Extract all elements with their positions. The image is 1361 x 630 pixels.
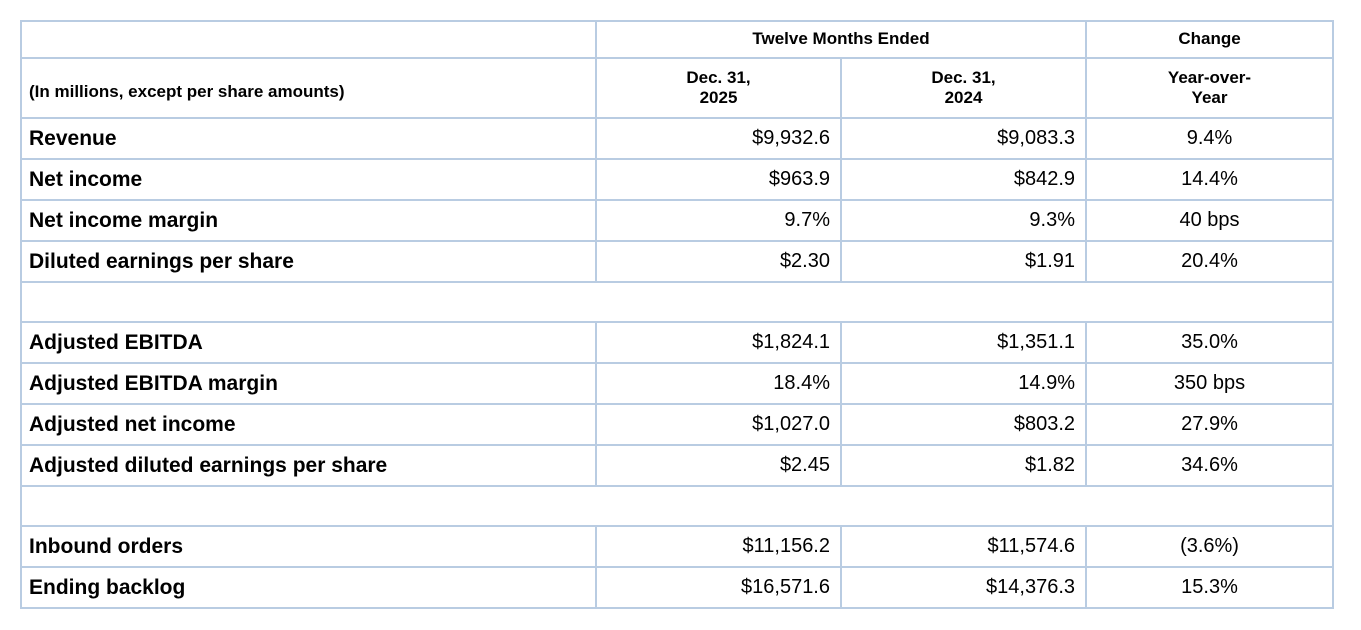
metric-label: Adjusted diluted earnings per share xyxy=(20,444,597,487)
value-2024: $1.91 xyxy=(839,240,1088,283)
header-row-group: Twelve Months Ended Change xyxy=(20,20,1335,59)
value-2025: $11,156.2 xyxy=(595,525,842,568)
value-change: 35.0% xyxy=(1085,321,1335,364)
metric-label: Adjusted EBITDA margin xyxy=(20,362,597,405)
financial-summary-table: Twelve Months Ended Change (In millions,… xyxy=(19,20,1335,609)
value-2025: $2.30 xyxy=(595,240,842,283)
table-row-inbound-orders: Inbound orders $11,156.2 $11,574.6 (3.6%… xyxy=(20,525,1335,568)
value-2025: $1,824.1 xyxy=(595,321,842,364)
value-change: 14.4% xyxy=(1085,158,1335,201)
value-2024: $9,083.3 xyxy=(839,117,1088,160)
metric-label: Net income margin xyxy=(20,199,597,242)
metric-label: Ending backlog xyxy=(20,566,597,609)
value-2024: $1.82 xyxy=(839,444,1088,487)
metric-label: Adjusted EBITDA xyxy=(20,321,597,364)
value-2024: 14.9% xyxy=(839,362,1088,405)
period-2025-header: Dec. 31, 2025 xyxy=(595,57,842,119)
table-row-diluted-eps: Diluted earnings per share $2.30 $1.91 2… xyxy=(20,240,1335,283)
value-change: 34.6% xyxy=(1085,444,1335,487)
metric-label: Net income xyxy=(20,158,597,201)
value-change: 9.4% xyxy=(1085,117,1335,160)
table-row-ending-backlog: Ending backlog $16,571.6 $14,376.3 15.3% xyxy=(20,566,1335,609)
value-change: (3.6%) xyxy=(1085,525,1335,568)
metric-label: Adjusted net income xyxy=(20,403,597,446)
table-row-net-income: Net income $963.9 $842.9 14.4% xyxy=(20,158,1335,201)
value-change: 350 bps xyxy=(1085,362,1335,405)
header-row-columns: (In millions, except per share amounts) … xyxy=(20,57,1335,119)
table-row-revenue: Revenue $9,932.6 $9,083.3 9.4% xyxy=(20,117,1335,160)
table-row-adjusted-diluted-eps: Adjusted diluted earnings per share $2.4… xyxy=(20,444,1335,487)
value-2024: $803.2 xyxy=(839,403,1088,446)
value-2025: 18.4% xyxy=(595,362,842,405)
empty-corner-cell xyxy=(20,20,597,59)
units-note: (In millions, except per share amounts) xyxy=(20,57,597,119)
value-change: 15.3% xyxy=(1085,566,1335,609)
value-change: 27.9% xyxy=(1085,403,1335,446)
metric-label: Diluted earnings per share xyxy=(20,240,597,283)
value-2024: $1,351.1 xyxy=(839,321,1088,364)
twelve-months-ended-header: Twelve Months Ended xyxy=(594,20,1088,59)
metric-label: Inbound orders xyxy=(20,525,597,568)
spacer-row xyxy=(19,485,1335,527)
spacer-cell xyxy=(19,281,1335,323)
value-2025: 9.7% xyxy=(595,199,842,242)
value-2024: $842.9 xyxy=(839,158,1088,201)
table-row-adjusted-ebitda: Adjusted EBITDA $1,824.1 $1,351.1 35.0% xyxy=(20,321,1335,364)
change-header: Change xyxy=(1085,20,1335,59)
value-2024: $11,574.6 xyxy=(839,525,1088,568)
table-row-adjusted-ebitda-margin: Adjusted EBITDA margin 18.4% 14.9% 350 b… xyxy=(20,362,1335,405)
table-row-net-income-margin: Net income margin 9.7% 9.3% 40 bps xyxy=(20,199,1335,242)
value-2024: 9.3% xyxy=(839,199,1088,242)
value-2025: $16,571.6 xyxy=(595,566,842,609)
value-2025: $9,932.6 xyxy=(595,117,842,160)
metric-label: Revenue xyxy=(20,117,597,160)
value-2025: $1,027.0 xyxy=(595,403,842,446)
period-2024-header: Dec. 31, 2024 xyxy=(839,57,1088,119)
year-over-year-header: Year-over- Year xyxy=(1085,57,1335,119)
table-row-adjusted-net-income: Adjusted net income $1,027.0 $803.2 27.9… xyxy=(20,403,1335,446)
value-2025: $963.9 xyxy=(595,158,842,201)
value-change: 20.4% xyxy=(1085,240,1335,283)
value-change: 40 bps xyxy=(1085,199,1335,242)
spacer-cell xyxy=(19,485,1335,527)
value-2025: $2.45 xyxy=(595,444,842,487)
spacer-row xyxy=(19,281,1335,323)
value-2024: $14,376.3 xyxy=(839,566,1088,609)
